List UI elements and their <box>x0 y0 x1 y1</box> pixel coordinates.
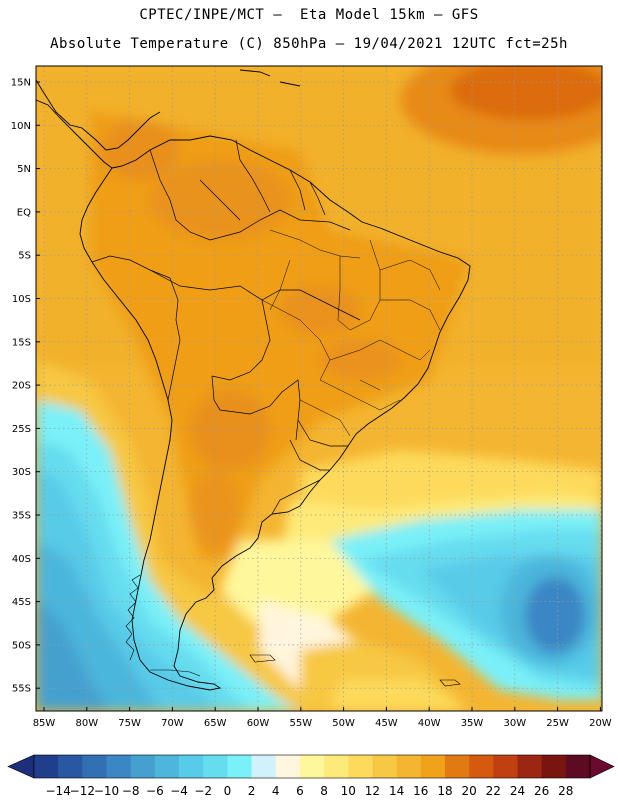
lat-label: 20S <box>12 381 31 392</box>
colorbar-segment <box>396 755 422 778</box>
map-title: CPTEC/INPE/MCT – Eta Model 15km – GFS <box>139 7 479 23</box>
lon-label: 85W <box>33 718 56 729</box>
lat-label: 45S <box>12 597 31 608</box>
colorbar-segment <box>565 755 591 778</box>
colorbar-segment <box>203 755 228 778</box>
lon-label: 50W <box>332 718 355 729</box>
colorbar-segment <box>348 755 373 778</box>
colorbar-segment <box>251 755 277 778</box>
lon-label: 65W <box>204 718 227 729</box>
colorbar-segment <box>275 755 301 778</box>
lon-label: 75W <box>118 718 141 729</box>
colorbar-label: −8 <box>122 784 140 798</box>
lon-label: 80W <box>75 718 98 729</box>
colorbar-label: 16 <box>413 784 428 798</box>
colorbar-segment <box>106 755 131 778</box>
temperature-field <box>36 66 602 711</box>
colorbar-label: −6 <box>146 784 164 798</box>
colorbar-label: −2 <box>194 784 212 798</box>
lat-label: 5N <box>17 164 31 175</box>
lat-label: 10S <box>12 294 31 305</box>
lat-label: 30S <box>12 467 31 478</box>
lat-label: 50S <box>12 640 31 651</box>
colorbar-max-arrow <box>589 754 615 779</box>
lat-label: 40S <box>12 554 31 565</box>
colorbar-label: 22 <box>486 784 501 798</box>
lat-label: EQ <box>17 207 31 218</box>
lat-label: 35S <box>12 511 31 522</box>
lon-label: 40W <box>418 718 441 729</box>
colorbar-label: 4 <box>272 784 280 798</box>
colorbar-segment <box>154 755 180 778</box>
colorbar-segment <box>517 755 542 778</box>
colorbar-label: 12 <box>365 784 380 798</box>
lon-label: 60W <box>247 718 270 729</box>
colorbar-segment <box>82 755 107 778</box>
lon-label: 55W <box>289 718 312 729</box>
lat-label: 15S <box>12 337 31 348</box>
lat-label: 5S <box>18 251 31 262</box>
country-borders <box>91 139 361 515</box>
colorbar-label: 18 <box>437 784 452 798</box>
colorbar-segment <box>324 755 349 778</box>
colorbar-min-arrow <box>7 754 35 779</box>
colorbar-label: 26 <box>534 784 549 798</box>
map-frame <box>35 65 603 712</box>
lon-label: 70W <box>161 718 184 729</box>
colorbar-segment <box>541 755 567 778</box>
colorbar: −14−12−10 −8 −6 −4 −2 0 2 4 6 8 10 12 14 16 18 20 22 24 26… <box>7 754 615 798</box>
colorbar-segment <box>130 755 156 778</box>
lon-label: 30W <box>503 718 526 729</box>
lat-label: 15N <box>11 78 31 89</box>
colorbar-segment <box>58 755 83 778</box>
colorbar-label: −14 <box>46 784 71 798</box>
state-borders <box>261 229 441 437</box>
colorbar-label: 10 <box>341 784 356 798</box>
colorbar-label: −4 <box>170 784 188 798</box>
lon-label: 25W <box>546 718 569 729</box>
colorbar-label: 14 <box>389 784 404 798</box>
lon-label: 20W <box>589 718 612 729</box>
colorbar-segment <box>444 755 470 778</box>
coastlines <box>36 69 471 691</box>
colorbar-segment <box>420 755 446 778</box>
colorbar-label: 24 <box>510 784 525 798</box>
colorbar-segment <box>469 755 494 778</box>
colorbar-label: 8 <box>320 784 328 798</box>
lat-label: 25S <box>12 424 31 435</box>
colorbar-label: 28 <box>558 784 573 798</box>
lat-label: 10N <box>11 121 31 132</box>
colorbar-segment <box>34 755 59 778</box>
map-subtitle: Absolute Temperature (C) 850hPa – 19/04/… <box>50 36 568 52</box>
colorbar-frame <box>33 754 591 779</box>
colorbar-label: 6 <box>296 784 304 798</box>
colorbar-segment <box>493 755 518 778</box>
colorbar-segment <box>179 755 204 778</box>
colorbar-segment <box>227 755 252 778</box>
colorbar-label: 2 <box>248 784 256 798</box>
colorbar-label: 0 <box>224 784 232 798</box>
colorbar-label: 20 <box>461 784 476 798</box>
colorbar-label: −10 <box>94 784 119 798</box>
colorbar-segment <box>299 755 325 778</box>
lat-label: 55S <box>12 684 31 695</box>
colorbar-label: −12 <box>70 784 95 798</box>
colorbar-segment <box>372 755 397 778</box>
lon-label: 45W <box>375 718 398 729</box>
longitude-labels: 85W 80W 75W 70W 65W 60W 55W 50W 45W 40W 35W 30W 25W 2… <box>33 707 612 729</box>
latitude-labels: 15N 10N 5N EQ 5S 10S 15S 20S 25S 30S 35S 40S 45S 50S 5… <box>11 78 40 695</box>
lon-label: 35W <box>461 718 484 729</box>
